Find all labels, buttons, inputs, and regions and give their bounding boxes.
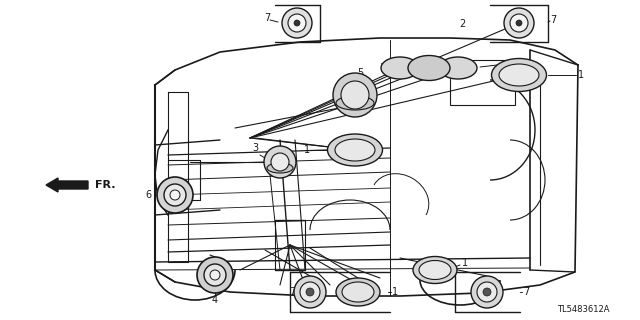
Ellipse shape (439, 57, 477, 79)
Bar (450, 60, 515, 105)
Circle shape (483, 288, 491, 296)
Circle shape (288, 14, 306, 32)
Circle shape (271, 153, 289, 171)
Circle shape (282, 8, 312, 38)
Circle shape (477, 282, 497, 302)
Text: 1: 1 (304, 145, 310, 155)
Circle shape (306, 288, 314, 296)
Ellipse shape (413, 257, 457, 284)
Circle shape (204, 264, 226, 286)
Text: 1: 1 (578, 70, 584, 80)
Ellipse shape (342, 282, 374, 302)
Ellipse shape (499, 64, 539, 86)
Text: FR.: FR. (95, 180, 115, 190)
Circle shape (170, 190, 180, 200)
Circle shape (504, 8, 534, 38)
Circle shape (333, 73, 377, 117)
Ellipse shape (336, 278, 380, 306)
Ellipse shape (408, 55, 450, 81)
Text: 2: 2 (500, 60, 506, 70)
Circle shape (157, 177, 193, 213)
Circle shape (264, 146, 296, 178)
Ellipse shape (267, 163, 293, 173)
Circle shape (197, 257, 233, 293)
Text: 4: 4 (212, 295, 218, 305)
Text: 3: 3 (252, 143, 258, 153)
Ellipse shape (381, 57, 419, 79)
Ellipse shape (336, 96, 374, 110)
Text: TL5483612A: TL5483612A (557, 306, 610, 315)
Circle shape (341, 81, 369, 109)
Text: 1: 1 (380, 63, 386, 73)
Circle shape (164, 184, 186, 206)
Circle shape (300, 282, 320, 302)
Ellipse shape (335, 139, 375, 161)
Text: 1: 1 (462, 258, 468, 268)
Circle shape (210, 270, 220, 280)
Circle shape (294, 20, 300, 26)
FancyArrow shape (46, 178, 88, 192)
Circle shape (516, 20, 522, 26)
Circle shape (471, 276, 503, 308)
Text: 2: 2 (459, 19, 465, 29)
Text: 7: 7 (289, 287, 295, 297)
Circle shape (510, 14, 528, 32)
Ellipse shape (492, 59, 547, 92)
Text: 7: 7 (550, 15, 556, 25)
Ellipse shape (328, 134, 383, 166)
Text: 7: 7 (264, 13, 270, 23)
Text: 7: 7 (523, 287, 529, 297)
Text: 1: 1 (392, 287, 398, 297)
Circle shape (294, 276, 326, 308)
Text: 5: 5 (357, 68, 363, 78)
Ellipse shape (419, 260, 451, 279)
Text: 6: 6 (146, 190, 152, 200)
